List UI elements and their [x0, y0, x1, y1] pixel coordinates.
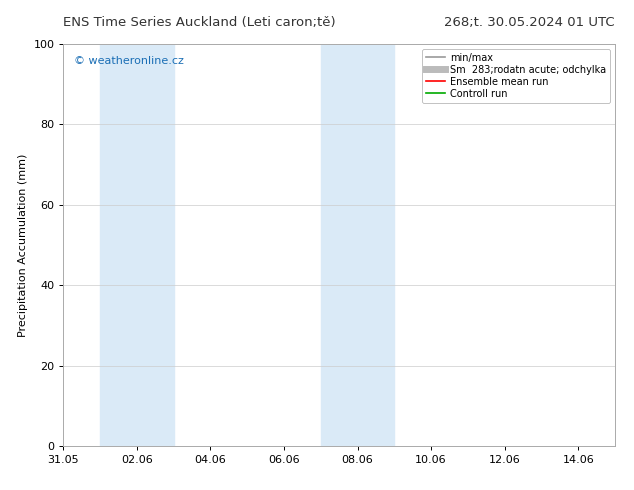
Bar [321, 44, 394, 446]
Text: 268;t. 30.05.2024 01 UTC: 268;t. 30.05.2024 01 UTC [444, 16, 615, 28]
Bar [100, 44, 174, 446]
Y-axis label: Precipitation Accumulation (mm): Precipitation Accumulation (mm) [18, 153, 28, 337]
Legend: min/max, Sm  283;rodatn acute; odchylka, Ensemble mean run, Controll run: min/max, Sm 283;rodatn acute; odchylka, … [422, 49, 610, 102]
Text: © weatheronline.cz: © weatheronline.cz [74, 56, 184, 66]
Text: ENS Time Series Auckland (Leti caron;tě): ENS Time Series Auckland (Leti caron;tě) [63, 16, 336, 28]
